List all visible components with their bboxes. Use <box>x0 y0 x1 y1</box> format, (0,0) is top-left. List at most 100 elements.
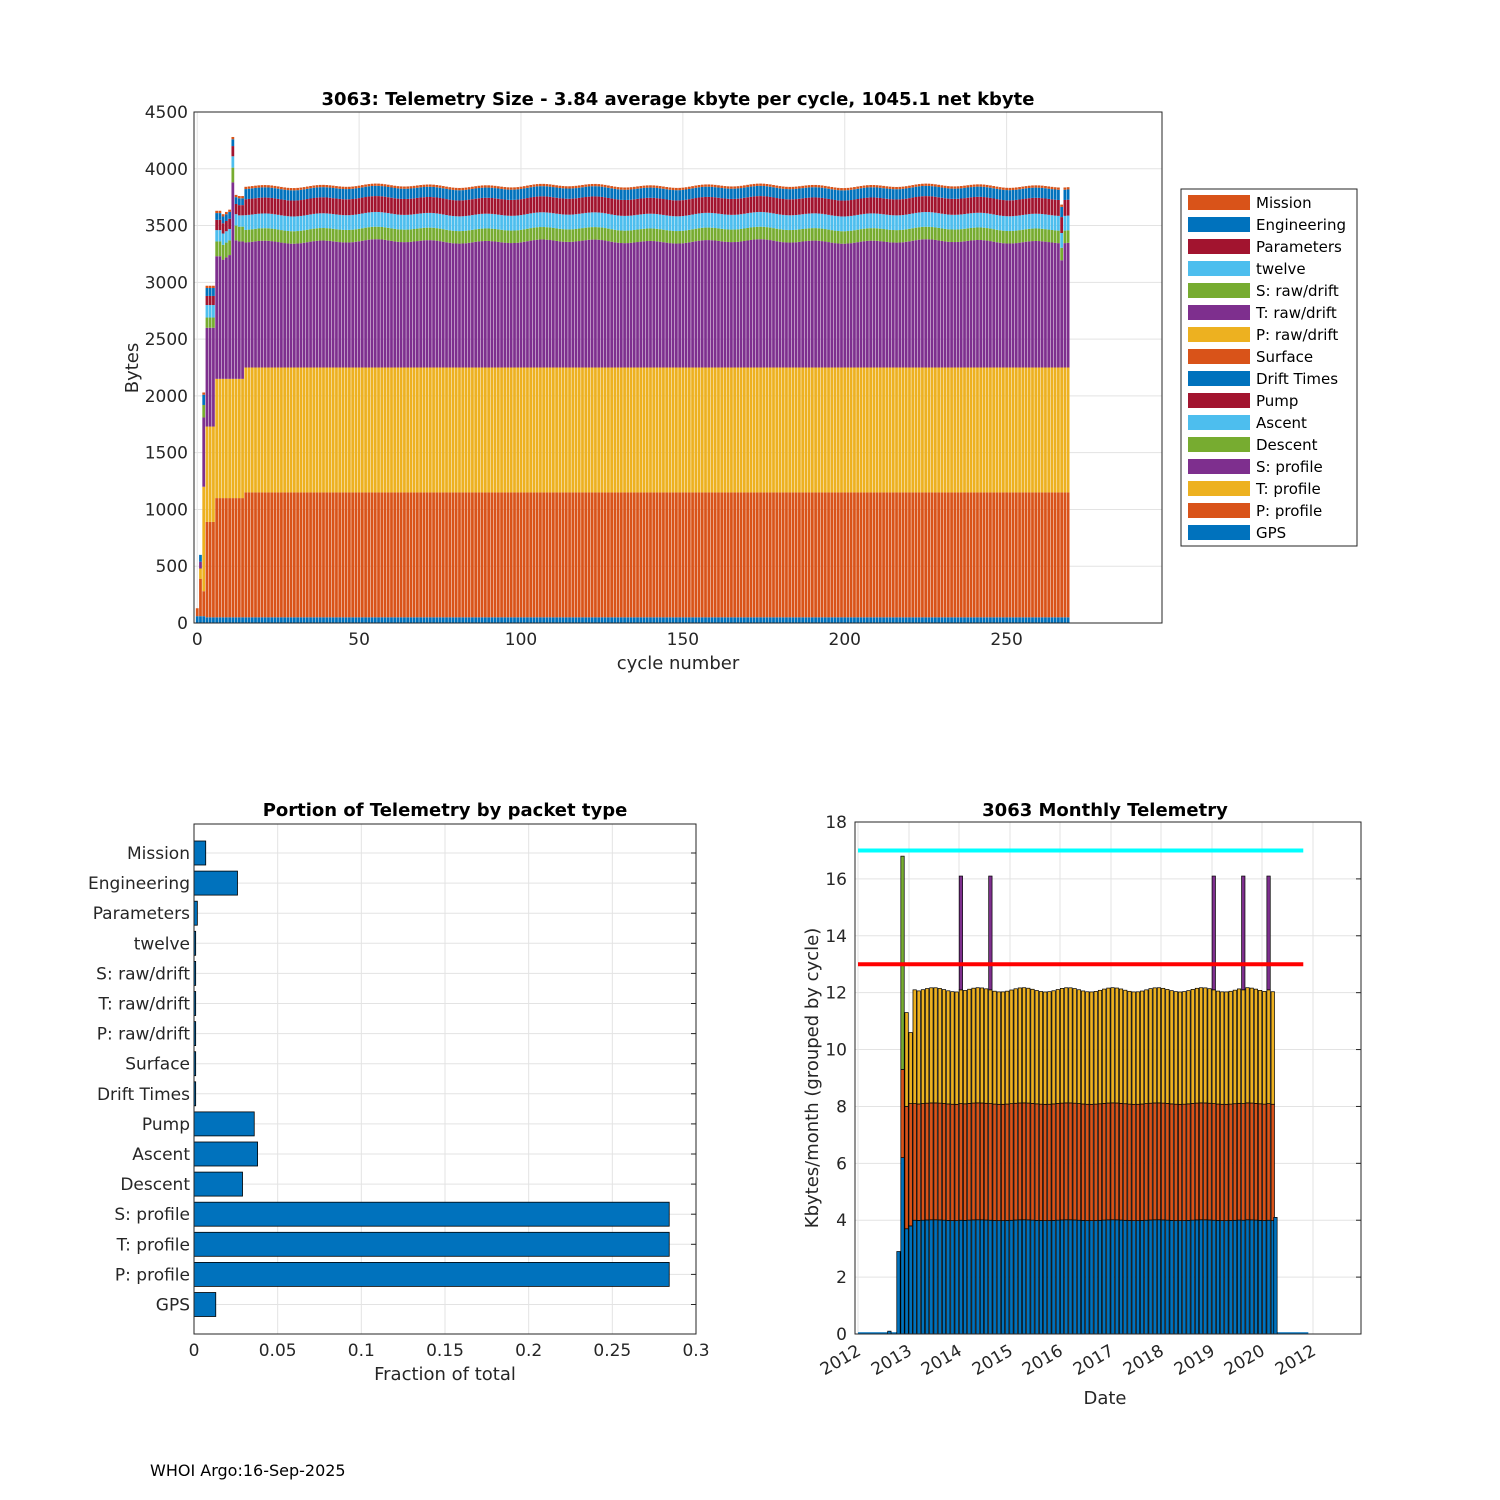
plot1-bar-segment <box>675 367 678 493</box>
plot1-bar-segment <box>539 227 542 240</box>
plot1-bar-segment <box>914 367 918 493</box>
plot1-bar-segment <box>341 617 345 623</box>
plot1-bar-segment <box>208 305 212 318</box>
plot1-bar-segment <box>254 241 257 368</box>
plot2-title: Portion of Telemetry by packet type <box>263 800 628 821</box>
plot1-bar-segment <box>493 492 497 618</box>
plot1-bar-segment <box>853 189 856 200</box>
plot3-bar-segment <box>1034 1103 1039 1221</box>
plot1-bar-segment <box>995 199 999 215</box>
plot1-cycle-bar <box>658 186 662 623</box>
plot1-bar-segment <box>1031 617 1034 623</box>
plot1-bar-segment <box>529 492 533 618</box>
plot1-bar-segment <box>419 367 422 493</box>
plot1-bar-segment <box>212 426 215 522</box>
plot1-bar-segment <box>681 492 685 618</box>
plot1-bar-segment <box>827 617 830 623</box>
plot1-bar-segment <box>228 240 231 256</box>
plot1-bar-segment <box>551 492 555 618</box>
plot3-bar-segment <box>1022 1219 1027 1335</box>
plot3-bar-segment <box>1081 1103 1086 1221</box>
plot3-bar-segment <box>1224 991 1229 1105</box>
plot1-bar-segment <box>597 186 601 197</box>
plot3-bar-segment <box>1262 1103 1267 1221</box>
plot1-bar-segment <box>817 187 821 198</box>
plot3-ytick-label: 4 <box>836 1211 847 1231</box>
plot1-bar-segment <box>888 367 892 493</box>
plot1-bar-segment <box>487 492 490 618</box>
plot1-bar-segment <box>247 188 251 199</box>
plot1-bar-segment <box>791 199 795 216</box>
plot1-bar-segment <box>416 213 419 229</box>
plot1-bar-segment <box>471 186 474 189</box>
plot1-bar-segment <box>697 187 701 198</box>
plot1-bar-segment <box>976 227 979 241</box>
plot1-bar-segment <box>283 199 287 216</box>
plot1-bar-segment <box>1060 232 1064 248</box>
plot1-bar-segment <box>390 213 393 229</box>
plot1-bar-segment <box>348 229 351 243</box>
plot1-bar-segment <box>739 198 743 215</box>
plot1-bar-segment <box>234 225 238 241</box>
plot1-bar-segment <box>820 185 824 188</box>
plot1-bar-segment <box>234 214 238 226</box>
plot1-bar-segment <box>823 214 827 230</box>
plot3-bar-segment <box>1177 1220 1183 1335</box>
plot1-bar-segment <box>315 197 319 214</box>
plot1-bar-segment <box>205 285 209 289</box>
plot3-xtick-label: 2019 <box>1171 1341 1218 1380</box>
plot3-month-bar <box>1177 991 1183 1335</box>
plot1-bar-segment <box>1014 367 1018 493</box>
plot1-bar-segment <box>1008 243 1012 368</box>
plot3-bar-segment <box>1215 990 1221 1105</box>
plot1-bar-segment <box>496 198 500 215</box>
plot3-bar-segment <box>1017 987 1022 1104</box>
plot1-bar-segment <box>882 617 885 623</box>
plot3-bar-segment <box>933 1102 938 1221</box>
plot1-bar-segment <box>849 230 853 244</box>
plot1-cycle-bar <box>309 185 312 623</box>
plot1-bar-segment <box>636 367 639 493</box>
plot1-bar-segment <box>551 197 555 214</box>
plot1-bar-segment <box>325 617 329 623</box>
plot3-bar-segment <box>1203 987 1208 1104</box>
plot1-bar-segment <box>1031 367 1034 493</box>
plot1-bar-segment <box>801 241 805 368</box>
plot3-bar-segment <box>967 1219 972 1335</box>
plot1-bar-segment <box>218 210 222 214</box>
plot1-bar-segment <box>908 228 911 242</box>
plot1-bar-segment <box>908 185 911 188</box>
plot1-bar-segment <box>898 242 902 368</box>
plot1-bar-segment <box>843 492 847 618</box>
plot1-bar-segment <box>428 197 432 213</box>
plot1-bar-segment <box>801 367 805 493</box>
plot1-bar-segment <box>982 186 986 198</box>
plot1-bar-segment <box>228 617 231 623</box>
plot3-bar-segment <box>1000 1220 1006 1335</box>
plot1-bar-segment <box>351 214 355 230</box>
plot1-bar-segment <box>904 241 908 368</box>
legend-label: twelve <box>1256 260 1306 278</box>
plot1-bar-segment <box>396 188 400 199</box>
plot1-bar-segment <box>286 187 290 191</box>
plot1-bar-segment <box>280 242 283 368</box>
plot3-bar-segment <box>1173 991 1178 1105</box>
plot1-bar-segment <box>438 187 442 198</box>
plot1-bar-segment <box>1034 228 1038 241</box>
plot1-bar-segment <box>924 185 928 197</box>
plot1-bar-segment <box>1011 200 1015 217</box>
plot3-ytick-label: 2 <box>836 1268 847 1288</box>
plot1-cycle-bar <box>422 184 426 623</box>
plot1-bar-segment <box>276 214 280 230</box>
plot1-bar-segment <box>629 367 633 493</box>
plot1-bar-segment <box>561 188 565 199</box>
plot3-bar-segment <box>1207 988 1212 1104</box>
plot1-bar-segment <box>697 228 701 241</box>
plot3-bar-segment <box>908 1225 913 1335</box>
plot1-bar-segment <box>519 492 523 618</box>
plot1-bar-segment <box>260 228 264 241</box>
plot1-bar-segment <box>302 230 306 243</box>
plot1-cycle-bar <box>623 187 626 623</box>
plot1-ylabel: Bytes <box>122 343 143 394</box>
plot1-bar-segment <box>234 378 238 499</box>
